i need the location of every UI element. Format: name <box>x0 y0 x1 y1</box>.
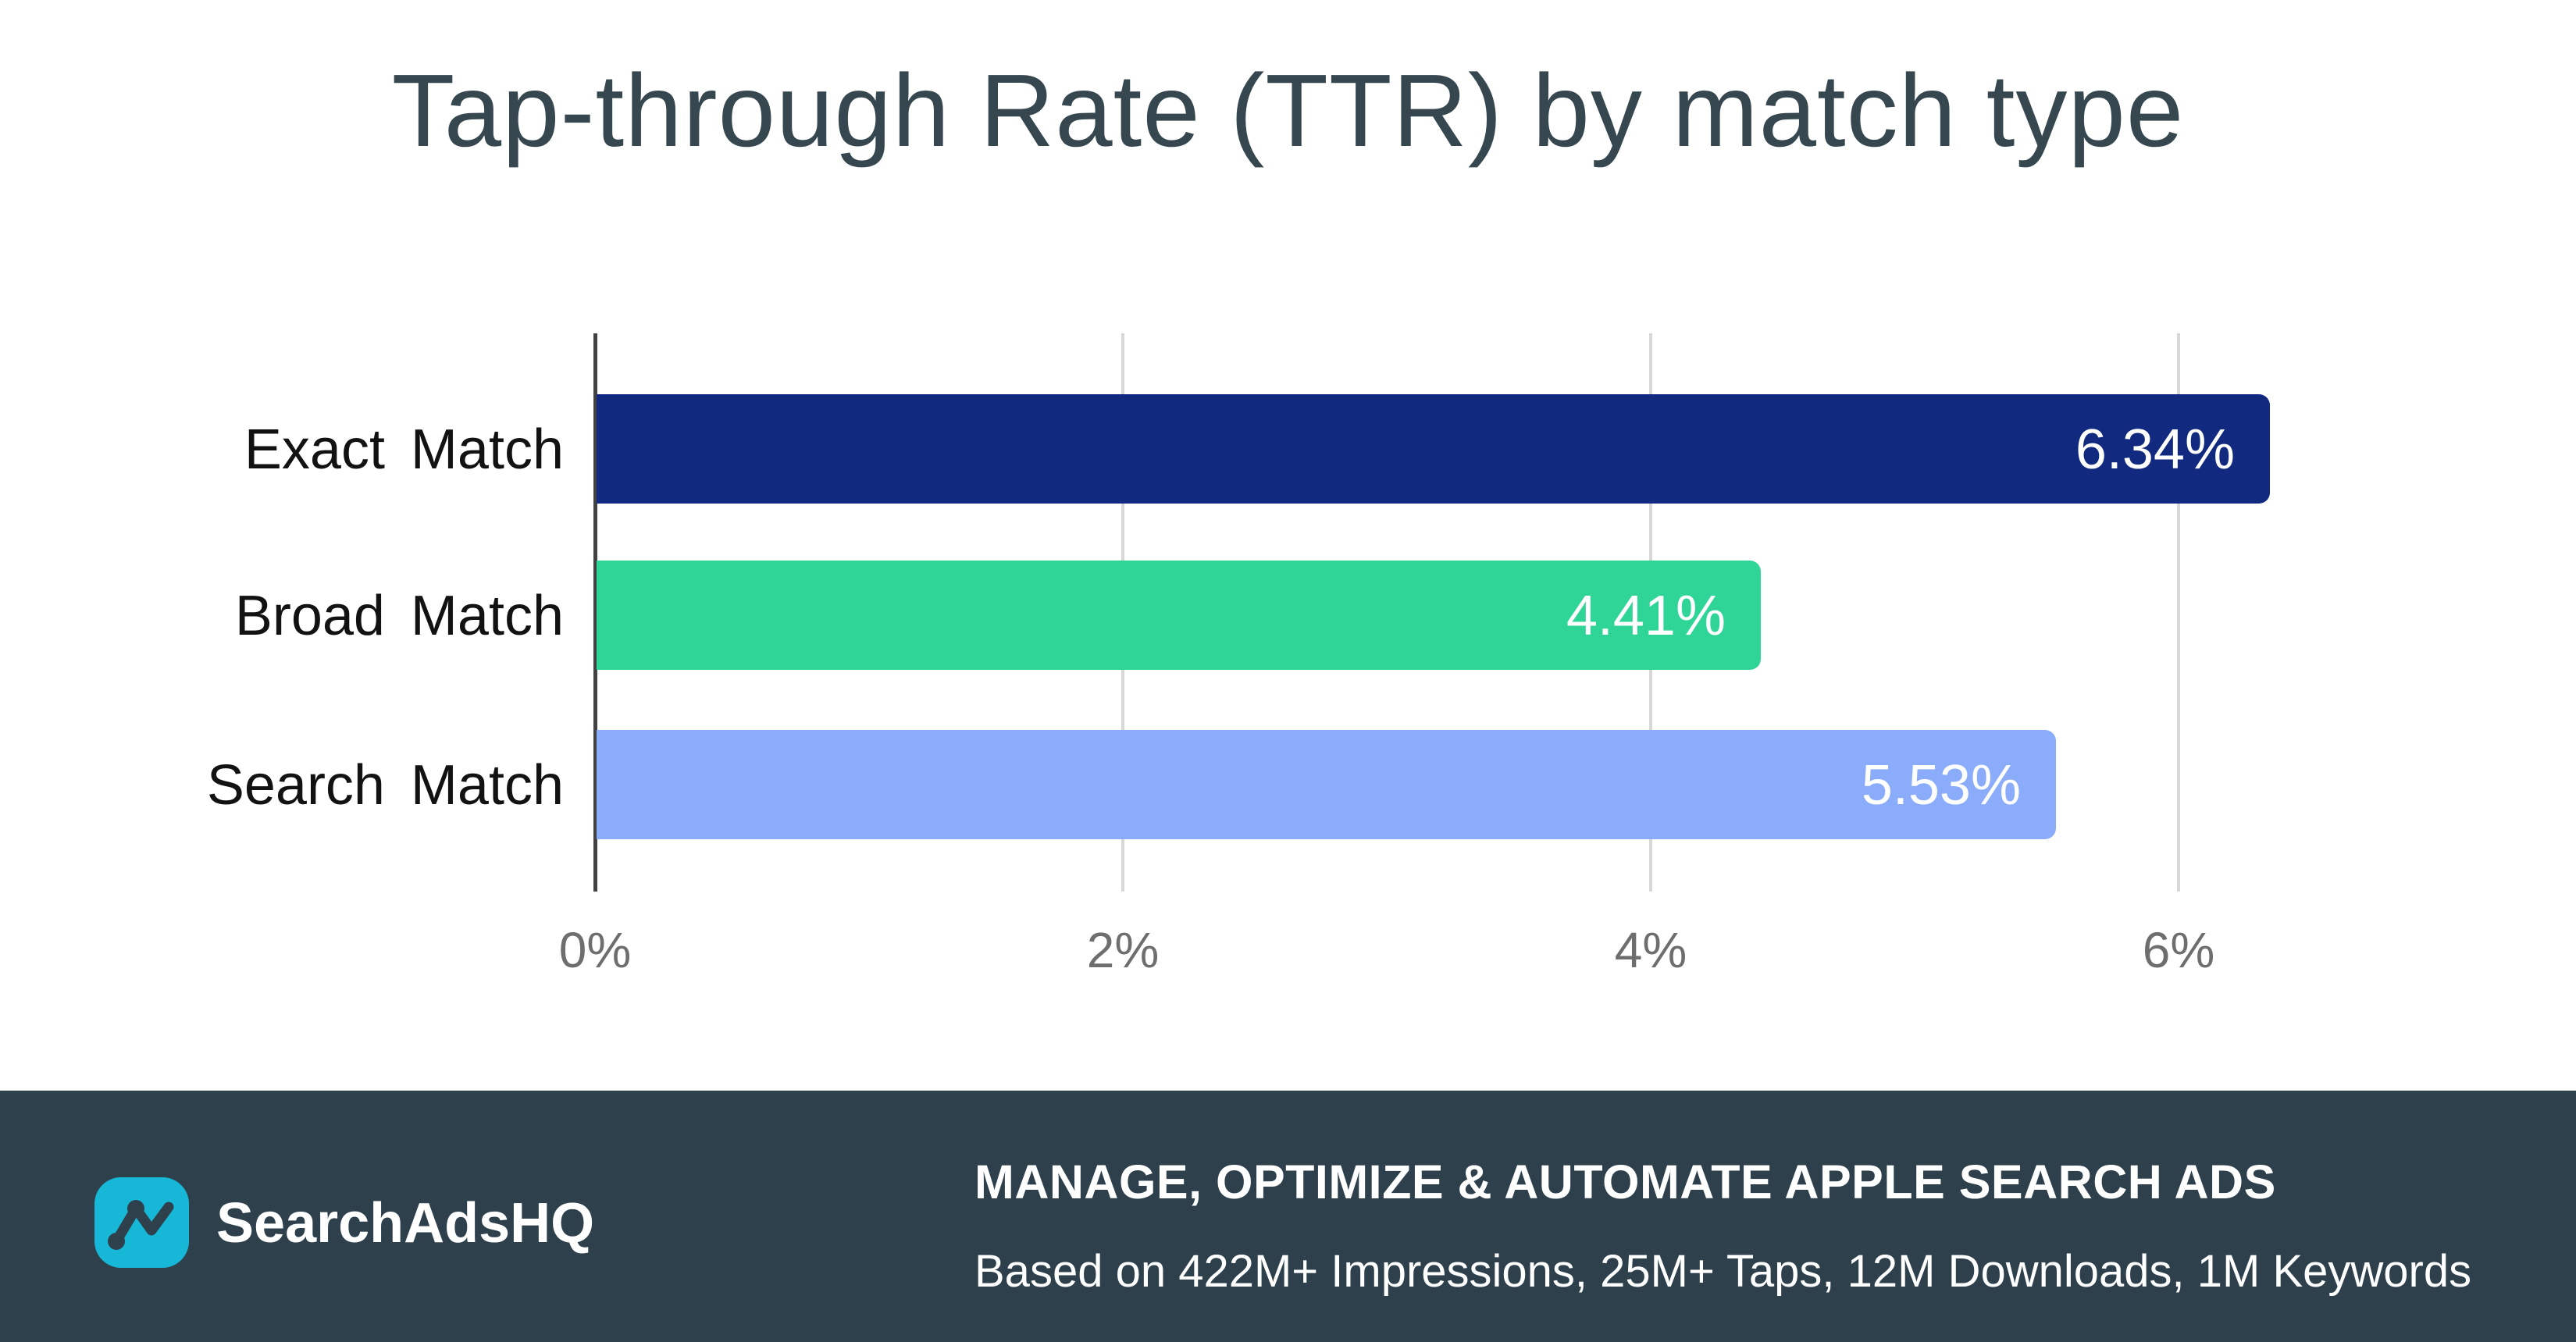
y-axis-line <box>593 333 597 892</box>
bar-value-label: 6.34% <box>2075 418 2235 481</box>
bar-value-label: 5.53% <box>1861 754 2021 817</box>
plot-area: 6.34% 4.41% 5.53% <box>593 333 2498 892</box>
gridline-6% <box>2177 333 2180 892</box>
x-tick-label-0%: 0% <box>558 922 632 978</box>
bar-broad-match: 4.41% <box>597 561 1761 670</box>
footer-subtext: Based on 422M+ Impressions, 25M+ Taps, 1… <box>974 1246 2472 1297</box>
category-label-exact-match: Exact Match <box>244 418 564 481</box>
searchadshq-logo-icon <box>94 1177 189 1268</box>
bar-exact-match: 6.34% <box>597 394 2270 504</box>
category-label-search-match: Search Match <box>206 754 564 817</box>
footer-banner: SearchAdsHQ MANAGE, OPTIMIZE & AUTOMATE … <box>0 1091 2576 1342</box>
category-label-broad-match: Broad Match <box>234 585 564 647</box>
x-tick-label-4%: 4% <box>1614 922 1687 978</box>
brand-name: SearchAdsHQ <box>216 1192 595 1255</box>
bar-value-label: 4.41% <box>1566 585 1726 647</box>
chart-title: Tap-through Rate (TTR) by match type <box>391 53 2185 168</box>
x-tick-label-6%: 6% <box>2142 922 2215 978</box>
bar-search-match: 5.53% <box>597 730 2056 839</box>
x-tick-label-2%: 2% <box>1086 922 1160 978</box>
footer-heading: MANAGE, OPTIMIZE & AUTOMATE APPLE SEARCH… <box>974 1155 2276 1209</box>
